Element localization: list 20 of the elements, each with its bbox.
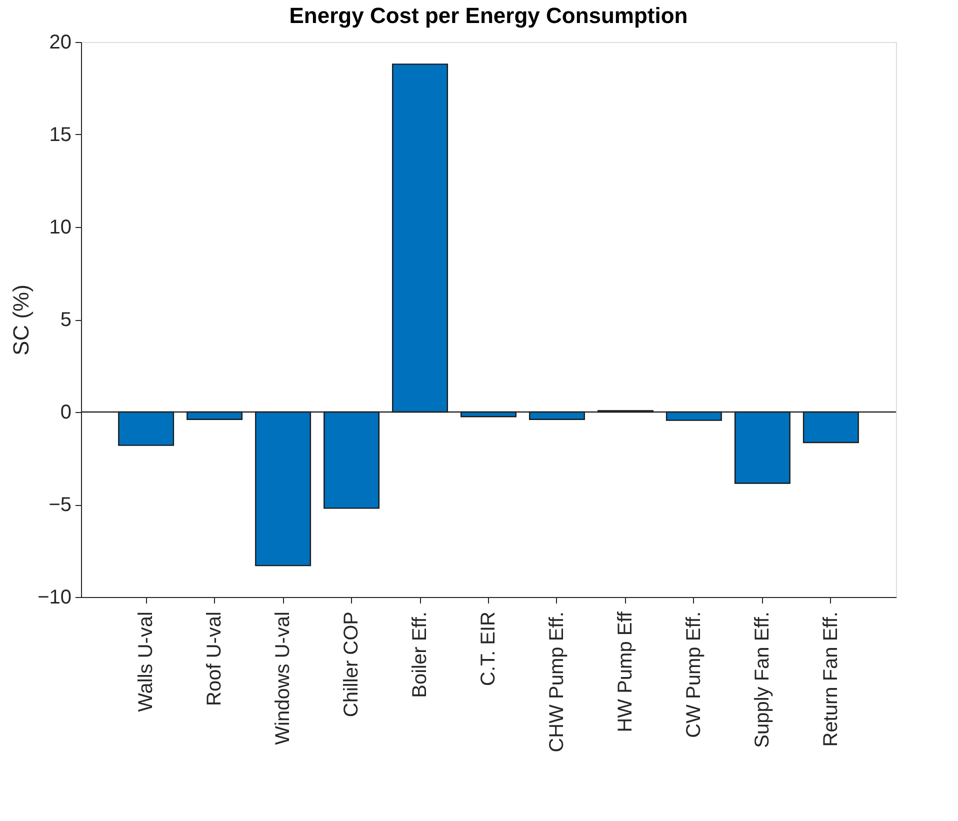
x-tick-label: Return Fan Eff. [820, 612, 842, 747]
y-tick-label: −10 [38, 586, 72, 608]
x-tick-label: Windows U-val [272, 612, 294, 745]
x-tick-label: HW Pump Eff [614, 611, 636, 732]
y-tick-label: 5 [60, 309, 72, 331]
x-tick-label: Chiller COP [340, 612, 363, 718]
x-tick-label: C.T. EIR [478, 612, 500, 686]
x-tick-label: CHW Pump Eff. [546, 612, 568, 752]
x-tick-label: Walls U-val [135, 612, 158, 712]
x-tick-label: CW Pump Eff. [682, 612, 705, 738]
x-tick-label: Boiler Eff. [409, 612, 432, 698]
y-tick-label: −5 [48, 494, 72, 516]
chart-title: Energy Cost per Energy Consumption [289, 3, 688, 28]
y-tick-label: 20 [49, 32, 72, 54]
x-tick-label: Supply Fan Eff. [751, 612, 774, 748]
y-tick-label: 10 [49, 216, 72, 238]
y-axis-title: SC (%) [8, 284, 34, 356]
y-tick-label: 15 [49, 124, 72, 146]
x-tick-label: Roof U-val [204, 612, 226, 706]
y-tick-label: 0 [60, 402, 72, 424]
